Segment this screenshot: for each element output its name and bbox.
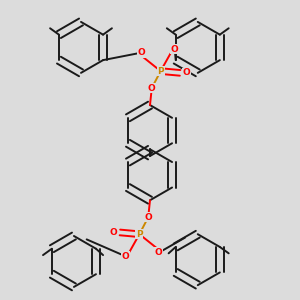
- Text: O: O: [155, 248, 163, 257]
- Text: O: O: [148, 84, 156, 93]
- Text: O: O: [110, 228, 117, 237]
- Text: P: P: [157, 67, 164, 76]
- Text: O: O: [144, 213, 152, 222]
- Text: P: P: [136, 230, 143, 239]
- Text: O: O: [137, 48, 145, 57]
- Text: O: O: [122, 252, 129, 261]
- Text: O: O: [183, 68, 190, 77]
- Text: O: O: [171, 45, 178, 54]
